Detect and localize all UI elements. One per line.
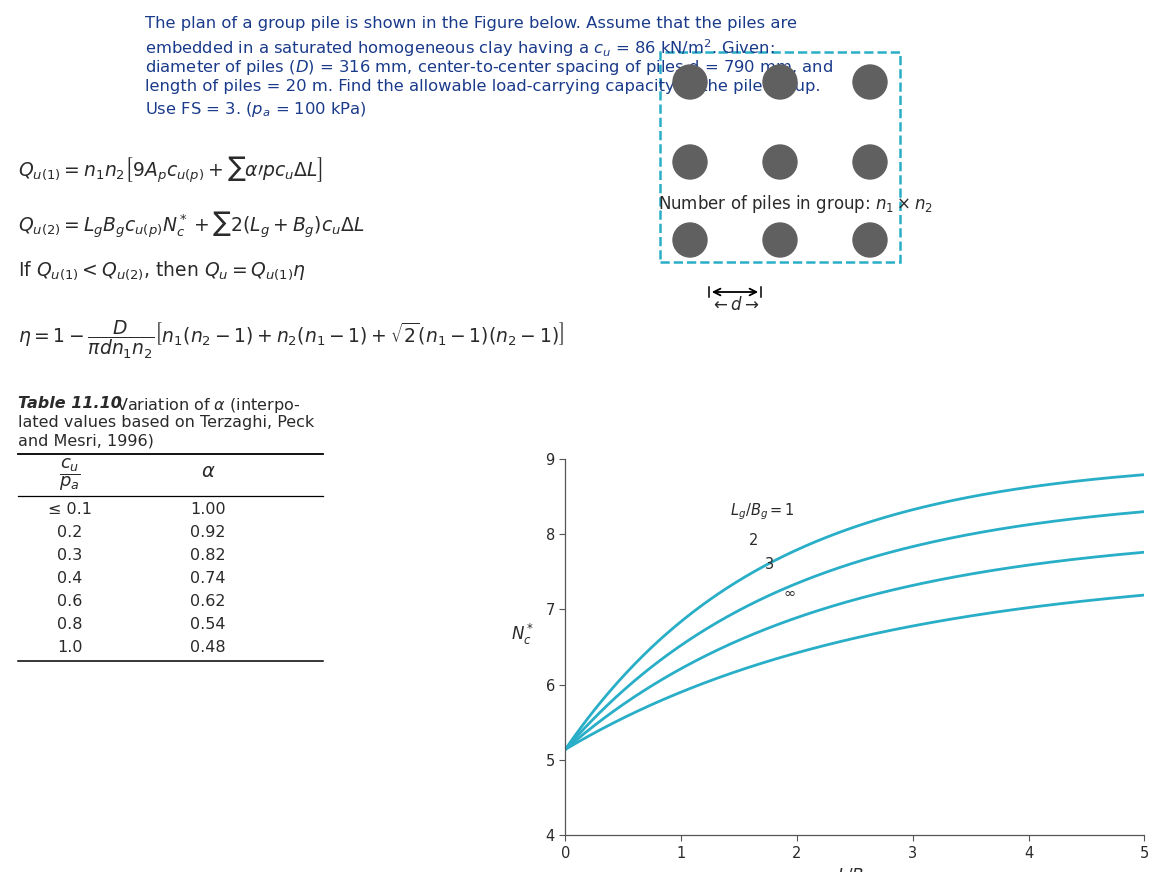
Circle shape <box>673 65 707 99</box>
Text: If $Q_{u(1)} < Q_{u(2)}$, then $Q_u = Q_{u(1)}\eta$: If $Q_{u(1)} < Q_{u(2)}$, then $Q_u = Q_… <box>17 260 306 283</box>
Text: 0.48: 0.48 <box>191 640 226 655</box>
Text: 1.00: 1.00 <box>191 502 226 517</box>
Circle shape <box>852 65 887 99</box>
Text: length of piles = 20 m. Find the allowable load-carrying capacity of the pile gr: length of piles = 20 m. Find the allowab… <box>145 79 821 94</box>
Text: Variation of $\alpha$ (interpo-: Variation of $\alpha$ (interpo- <box>106 396 300 415</box>
Text: embedded in a saturated homogeneous clay having a $c_u$ = 86 kN/m$^2$. Given:: embedded in a saturated homogeneous clay… <box>145 37 775 58</box>
Text: $3$: $3$ <box>764 556 775 572</box>
Text: 0.92: 0.92 <box>191 525 226 540</box>
Text: ≤ 0.1: ≤ 0.1 <box>48 502 92 517</box>
Text: 0.4: 0.4 <box>57 571 83 586</box>
Text: 0.2: 0.2 <box>57 525 83 540</box>
Text: Use FS = 3. ($p_a$ = 100 kPa): Use FS = 3. ($p_a$ = 100 kPa) <box>145 100 366 119</box>
Y-axis label: $N_c^*$: $N_c^*$ <box>512 622 535 647</box>
Text: $Q_{u(2)} = L_g B_g c_{u(p)} N_c^* + \sum 2\left(L_g + B_g\right) c_u \Delta L$: $Q_{u(2)} = L_g B_g c_{u(p)} N_c^* + \su… <box>17 209 364 240</box>
Text: $\dfrac{c_u}{p_a}$: $\dfrac{c_u}{p_a}$ <box>59 456 81 493</box>
Text: $\eta = 1 - \dfrac{D}{\pi d n_1 n_2}\left[n_1(n_2 - 1) + n_2(n_1 - 1) + \sqrt{2}: $\eta = 1 - \dfrac{D}{\pi d n_1 n_2}\lef… <box>17 319 564 361</box>
Circle shape <box>852 223 887 257</box>
Text: $Q_{u(1)} = n_1 n_2 \left[9A_p c_{u(p)} + \sum\alpha\prime p c_u \Delta L\right]: $Q_{u(1)} = n_1 n_2 \left[9A_p c_{u(p)} … <box>17 154 323 185</box>
Text: 0.82: 0.82 <box>191 548 226 563</box>
Text: 0.62: 0.62 <box>191 594 226 609</box>
Text: $L_g/B_g = 1$: $L_g/B_g = 1$ <box>729 501 794 521</box>
Text: 0.6: 0.6 <box>57 594 83 609</box>
Circle shape <box>763 223 797 257</box>
Text: $\infty$: $\infty$ <box>783 585 795 600</box>
Text: lated values based on Terzaghi, Peck: lated values based on Terzaghi, Peck <box>17 415 314 430</box>
Circle shape <box>673 223 707 257</box>
Text: $\leftarrow d \rightarrow$: $\leftarrow d \rightarrow$ <box>711 296 759 314</box>
Circle shape <box>763 65 797 99</box>
Text: Number of piles in group: $n_1\times n_2$: Number of piles in group: $n_1\times n_2… <box>657 193 933 215</box>
Text: $2$: $2$ <box>748 532 758 548</box>
X-axis label: $L/B_g$: $L/B_g$ <box>837 867 872 872</box>
Text: 1.0: 1.0 <box>57 640 83 655</box>
Text: The plan of a group pile is shown in the Figure below. Assume that the piles are: The plan of a group pile is shown in the… <box>145 16 797 31</box>
Text: 0.54: 0.54 <box>191 617 226 632</box>
Text: $\alpha$: $\alpha$ <box>201 462 215 481</box>
Circle shape <box>673 145 707 179</box>
Text: 0.8: 0.8 <box>57 617 83 632</box>
Circle shape <box>852 145 887 179</box>
Text: Table 11.10: Table 11.10 <box>17 396 122 411</box>
Text: 0.74: 0.74 <box>191 571 226 586</box>
Circle shape <box>763 145 797 179</box>
Text: and Mesri, 1996): and Mesri, 1996) <box>17 434 154 449</box>
Text: 0.3: 0.3 <box>57 548 83 563</box>
Text: diameter of piles ($D$) = 316 mm, center-to-center spacing of piles d = 790 mm, : diameter of piles ($D$) = 316 mm, center… <box>145 58 833 77</box>
